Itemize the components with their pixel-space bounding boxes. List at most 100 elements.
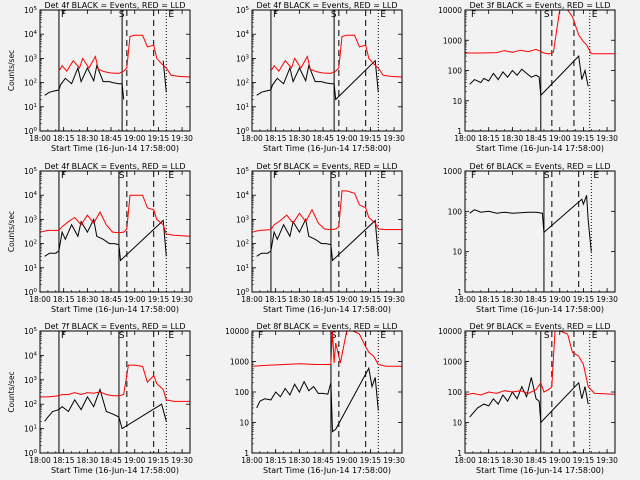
x-tick-label: 18:15 bbox=[478, 295, 500, 304]
marker-label-f: F bbox=[273, 10, 278, 20]
y-tick-exponent: 5 bbox=[246, 167, 250, 173]
y-tick-exponent: 4 bbox=[34, 191, 38, 197]
panel-title: Det 7f BLACK = Events, RED = LLD bbox=[44, 322, 185, 331]
series-events-line bbox=[469, 55, 589, 97]
series-group bbox=[256, 34, 402, 101]
marker-lines bbox=[540, 331, 591, 453]
x-tick-label: 19:15 bbox=[148, 456, 170, 465]
series-events-line bbox=[44, 387, 167, 430]
y-tick-label: 100 bbox=[236, 127, 250, 136]
plot-frame bbox=[251, 330, 403, 454]
marker-label-s: S bbox=[331, 171, 337, 181]
y-tick-label: 102 bbox=[24, 79, 37, 88]
y-tick-label: 102 bbox=[236, 240, 249, 249]
panel-title: Det 8f BLACK = Events, RED = LLD bbox=[256, 322, 397, 331]
x-tick-label: 19:30 bbox=[596, 295, 618, 304]
y-tick-label: 100 bbox=[24, 127, 38, 136]
y-tick-label: 104 bbox=[236, 30, 250, 39]
x-axis-label: Start Time (16-Jun-14 17:58:00) bbox=[476, 305, 604, 314]
y-tick-label: 10000 bbox=[438, 327, 462, 336]
y-tick-label: 102 bbox=[24, 240, 37, 249]
x-axis-label: Start Time (16-Jun-14 17:58:00) bbox=[51, 144, 179, 153]
series-events-line bbox=[256, 59, 379, 101]
y-tick-exponent: 5 bbox=[34, 327, 38, 333]
y-tick-label: 101 bbox=[236, 264, 249, 273]
series-lld-line bbox=[58, 34, 190, 78]
x-tick-label: 18:45 bbox=[525, 295, 547, 304]
marker-label-f: F bbox=[61, 10, 66, 20]
marker-label-s: S bbox=[331, 331, 337, 341]
y-tick-label: 101 bbox=[24, 264, 37, 273]
series-lld-line bbox=[270, 34, 402, 78]
y-tick-label: 101 bbox=[24, 103, 37, 112]
x-tick-label: 18:15 bbox=[265, 295, 287, 304]
y-tick-exponent: 3 bbox=[246, 215, 250, 221]
y-tick-label: 10 bbox=[239, 419, 249, 428]
x-tick-label: 18:45 bbox=[100, 134, 122, 143]
marker-label-e: E bbox=[168, 10, 174, 20]
y-tick-exponent: 2 bbox=[34, 79, 38, 85]
x-tick-label: 18:00 bbox=[29, 456, 51, 465]
x-axis-label: Start Time (16-Jun-14 17:58:00) bbox=[263, 144, 391, 153]
series-lld-line bbox=[40, 194, 190, 237]
y-tick-exponent: 5 bbox=[34, 167, 38, 173]
y-tick-label: 104 bbox=[236, 191, 250, 200]
y-axis-label: Counts/sec bbox=[7, 371, 16, 412]
chart-panel-7: Det 7f BLACK = Events, RED = LLD 18:00 18:… bbox=[7, 322, 193, 475]
y-tick-label: 100 bbox=[24, 449, 38, 458]
y-tick-label: 1 bbox=[457, 127, 462, 136]
x-tick-label: 19:30 bbox=[383, 295, 405, 304]
x-tick-label: 19:00 bbox=[124, 134, 146, 143]
y-tick-label: 10000 bbox=[438, 6, 462, 15]
y-tick-exponent: 4 bbox=[34, 351, 38, 357]
y-tick-label: 103 bbox=[236, 215, 250, 224]
x-tick-label: 18:15 bbox=[478, 456, 500, 465]
y-tick-exponent: 2 bbox=[246, 79, 250, 85]
y-tick-exponent: 0 bbox=[34, 127, 38, 133]
x-tick-label: 18:00 bbox=[29, 134, 51, 143]
x-tick-label: 18:45 bbox=[525, 456, 547, 465]
x-tick-label: 19:15 bbox=[360, 295, 382, 304]
marker-lines bbox=[58, 171, 167, 292]
plot-frame bbox=[39, 330, 191, 454]
y-axis-label: Counts/sec bbox=[7, 211, 16, 252]
series-events-line bbox=[469, 377, 589, 424]
series-group bbox=[44, 34, 190, 100]
x-tick-label: 18:15 bbox=[265, 456, 287, 465]
y-tick-label: 101 bbox=[24, 425, 37, 434]
y-tick-label: 100 bbox=[448, 67, 463, 76]
y-tick-label: 1 bbox=[457, 449, 462, 458]
x-tick-label: 19:00 bbox=[336, 456, 358, 465]
y-tick-exponent: 2 bbox=[246, 240, 250, 246]
marker-label-e: E bbox=[380, 331, 386, 341]
y-tick-exponent: 1 bbox=[246, 264, 250, 270]
y-tick-label: 100 bbox=[236, 288, 250, 297]
x-tick-label: 18:00 bbox=[454, 134, 476, 143]
series-group bbox=[465, 10, 615, 97]
x-tick-label: 19:15 bbox=[360, 134, 382, 143]
series-group bbox=[252, 331, 402, 433]
y-tick-exponent: 4 bbox=[246, 191, 250, 197]
marker-label-f: F bbox=[61, 331, 66, 341]
x-tick-label: 18:15 bbox=[53, 134, 75, 143]
x-tick-label: 18:45 bbox=[312, 295, 334, 304]
marker-label-f: F bbox=[471, 331, 476, 341]
y-tick-label: 100 bbox=[235, 388, 250, 397]
x-tick-label: 18:30 bbox=[502, 134, 524, 143]
y-tick-exponent: 1 bbox=[246, 103, 250, 109]
y-tick-exponent: 0 bbox=[34, 449, 38, 455]
y-tick-label: 10 bbox=[452, 97, 462, 106]
y-tick-exponent: 2 bbox=[34, 240, 38, 246]
x-tick-label: 18:15 bbox=[53, 456, 75, 465]
x-tick-label: 18:00 bbox=[454, 295, 476, 304]
plot-frame bbox=[39, 170, 191, 293]
y-tick-exponent: 3 bbox=[34, 215, 38, 221]
marker-label-f: F bbox=[61, 171, 66, 181]
y-axis-label: Counts/sec bbox=[7, 50, 16, 91]
y-tick-label: 103 bbox=[24, 215, 38, 224]
y-tick-exponent: 0 bbox=[34, 288, 38, 294]
x-tick-label: 19:30 bbox=[171, 456, 193, 465]
